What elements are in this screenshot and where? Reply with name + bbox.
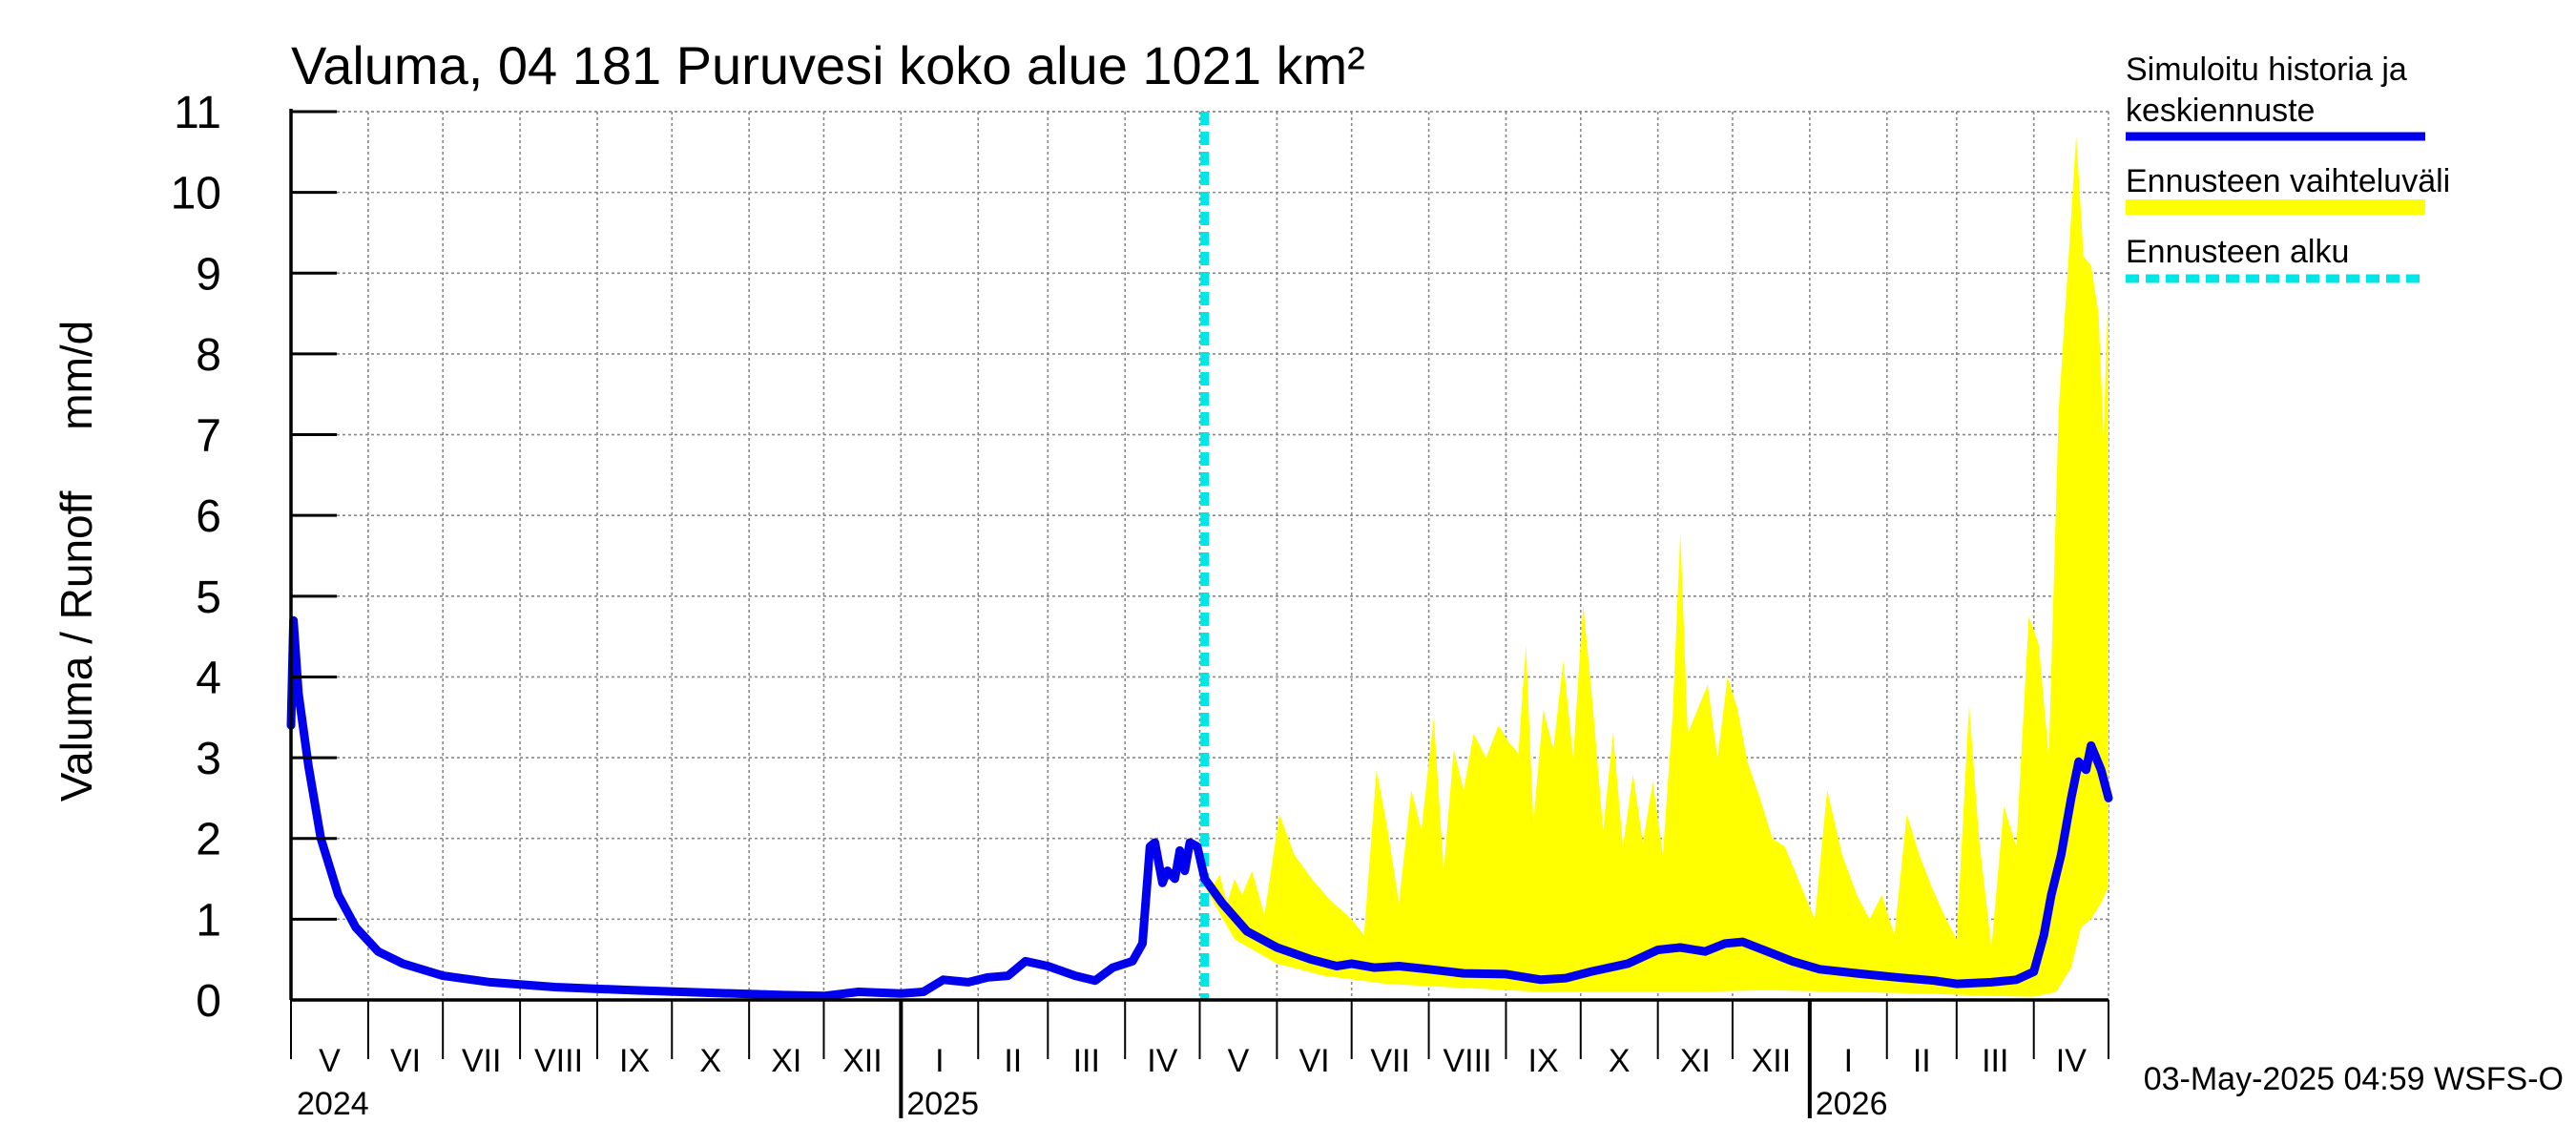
x-month-label: XII [842,1043,883,1079]
x-month-label: IX [619,1043,650,1079]
y-tick-label: 7 [196,411,221,462]
x-month-label: VI [1298,1043,1329,1079]
y-tick-label: 6 [196,491,221,542]
y-tick-label: 9 [196,249,221,300]
legend-label-simulated-line2: keskiennuste [2126,93,2315,129]
timestamp-label: 03-May-2025 04:59 WSFS-O [2144,1061,2564,1097]
x-month-label: IV [2056,1043,2087,1079]
x-year-label: 2024 [297,1086,369,1122]
y-axis-label: Valuma / Runoff mm/d [52,321,101,802]
x-month-label: VIII [534,1043,583,1079]
x-month-label: X [1609,1043,1631,1079]
x-month-label: X [699,1043,721,1079]
x-month-label: V [319,1043,341,1079]
x-month-label: VIII [1444,1043,1492,1079]
x-year-label: 2026 [1816,1086,1888,1122]
x-month-label: XI [771,1043,801,1079]
x-month-label: I [1844,1043,1853,1079]
forecast-range-band [1204,135,2109,997]
legend-label-forecast-start: Ennusteen alku [2126,234,2349,270]
x-month-label: XII [1752,1043,1792,1079]
y-tick-label: 4 [196,653,221,703]
y-tick-label: 3 [196,734,221,784]
x-month-label: XI [1680,1043,1711,1079]
y-tick-label: 1 [196,895,221,946]
legend: Simuloitu historia ja keskiennuste Ennuste… [2126,52,2450,283]
x-month-label: VI [390,1043,421,1079]
chart-title: Valuma, 04 181 Puruvesi koko alue 1021 k… [291,35,1365,95]
y-tick-label: 11 [174,88,221,138]
legend-label-simulated: Simuloitu historia ja [2126,52,2407,88]
series-line-runoff [286,615,2113,1001]
y-tick-label: 10 [171,169,221,219]
x-month-label: I [935,1043,944,1079]
x-month-label: III [1982,1043,2008,1079]
y-tick-label: 5 [196,572,221,623]
y-tick-label: 2 [196,815,221,865]
x-year-label: 2025 [906,1086,979,1122]
legend-label-range: Ennusteen vaihteluväli [2126,163,2450,199]
y-tick-label: 8 [196,330,221,381]
x-month-label: III [1073,1043,1100,1079]
x-month-label: VII [1370,1043,1410,1079]
x-month-label: VII [462,1043,502,1079]
x-month-label: II [1913,1043,1931,1079]
x-month-label: IV [1147,1043,1177,1079]
x-month-label: IX [1528,1043,1559,1079]
x-month-label: V [1228,1043,1250,1079]
x-month-label: II [1004,1043,1022,1079]
y-tick-label: 0 [196,976,221,1027]
